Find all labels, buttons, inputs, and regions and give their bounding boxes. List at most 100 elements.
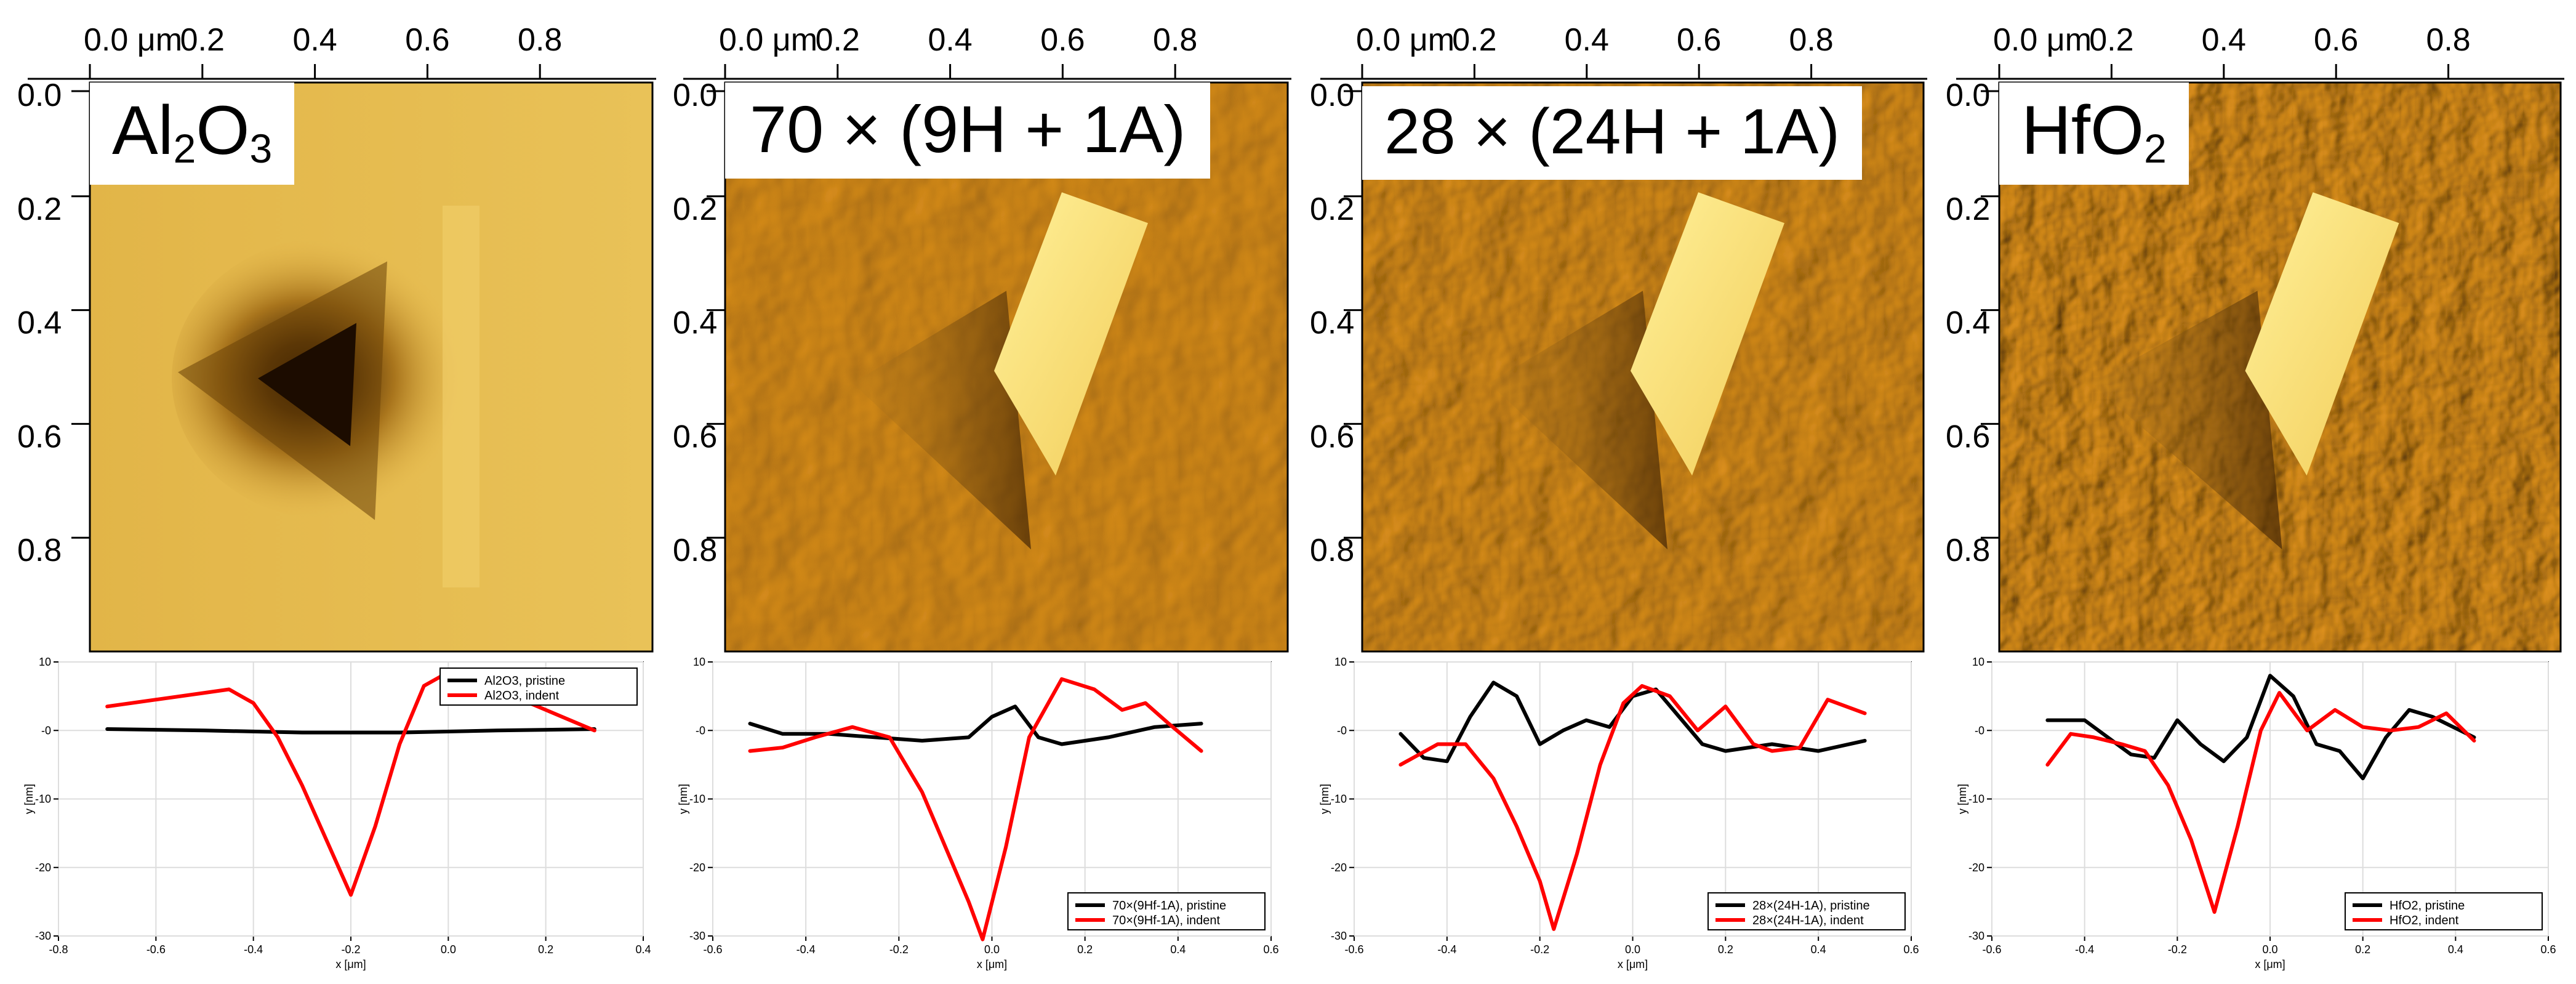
top-tick-label: 0.0 μm	[84, 22, 182, 58]
x-tick-label: -0.4	[796, 943, 816, 956]
indent-bright-face	[1631, 192, 1784, 476]
x-axis-label: x [μm]	[977, 958, 1007, 970]
series-pristine-line	[2045, 674, 2476, 781]
x-tick-label: -0.6	[146, 943, 166, 956]
x-tick-label: -0.2	[889, 943, 909, 956]
legend-label: Al2O3, indent	[484, 689, 560, 703]
y-axis-label: y [nm]	[677, 784, 689, 814]
top-tick-label: 0.0 μm	[1993, 22, 2092, 58]
y-tick-label: -20	[35, 861, 51, 874]
y-tick-label: -10	[35, 793, 51, 805]
x-tick-label: -0.6	[1344, 943, 1363, 956]
left-tick-label: 0.8	[1310, 533, 1354, 568]
panel-label-al2o3: Al2O3	[90, 83, 295, 185]
x-tick-label: -0.4	[2075, 943, 2094, 956]
x-tick-label: 0.6	[1263, 943, 1278, 956]
top-tick-label: 0.4	[928, 22, 972, 58]
x-tick-label: 0.2	[1077, 943, 1093, 956]
top-tick-label: 0.2	[2089, 22, 2133, 58]
left-tick-label: 0.6	[1946, 419, 1990, 454]
y-tick-label: -30	[1331, 930, 1347, 942]
x-tick-label: 0.4	[1811, 943, 1826, 956]
top-axis-2: 0.0 μm0.2 0.4 0.6 0.8	[1320, 22, 1927, 80]
series-pristine-line	[105, 727, 596, 735]
line-chart-0: -0.8 -0.6 -0.4 -0.2 0.0 0.2 0.4 10 -0 -10 -20 -30 x …	[23, 656, 651, 970]
top-tick-label: 0.2	[816, 22, 860, 58]
top-tick-label: 0.2	[180, 22, 225, 58]
panel-label-hfo2: HfO2	[1999, 83, 2189, 185]
y-tick-label: 10	[1972, 656, 1984, 668]
indent-dark-face	[853, 291, 1031, 550]
top-axis-1: 0.0 μm0.2 0.4 0.6 0.8	[683, 22, 1291, 80]
legend-box	[1067, 892, 1266, 930]
top-tick-label: 0.0 μm	[1356, 22, 1455, 58]
line-chart-1: -0.6 -0.4 -0.2 0.0 0.2 0.4 0.6 10 -0 -10 -20 -30 x […	[677, 656, 1279, 970]
y-axis-label: y [nm]	[1956, 784, 1968, 814]
x-tick-label: -0.6	[703, 943, 722, 956]
series-indent-line	[2045, 691, 2476, 914]
x-tick-label: 0.2	[538, 943, 553, 956]
afm-frame	[1361, 81, 1925, 653]
line-chart-3: -0.6 -0.4 -0.2 0.0 0.2 0.4 0.6 10 -0 -10 -20 -30 x […	[1956, 656, 2556, 970]
y-tick-label: -20	[689, 861, 705, 874]
top-tick-label: 0.0 μm	[719, 22, 817, 58]
left-tick-label: 0.0	[673, 78, 717, 113]
legend-box	[1707, 892, 1906, 930]
y-tick-label: -30	[35, 930, 51, 942]
left-tick-label: 0.4	[17, 305, 62, 341]
left-tick-label: 0.8	[673, 533, 717, 568]
x-tick-label: -0.2	[2168, 943, 2187, 956]
y-tick-label: -10	[1331, 793, 1347, 805]
left-tick-label: 0.4	[1310, 305, 1354, 341]
indent-dark-face	[2091, 291, 2282, 550]
top-axis-3: 0.0 μm0.2 0.4 0.6 0.8	[1956, 22, 2564, 80]
top-tick-label: 0.6	[1040, 22, 1085, 58]
legend-label: 28×(24H-1A), pristine	[1752, 899, 1870, 913]
left-tick-label: 0.6	[17, 419, 62, 454]
top-tick-label: 0.4	[1565, 22, 1609, 58]
left-tick-label: 0.2	[17, 192, 62, 227]
indent-bright-face	[2245, 192, 2399, 476]
x-tick-label: 0.4	[2448, 943, 2463, 956]
left-axis-0: 0.0 0.2 0.4 0.6 0.8	[17, 78, 90, 568]
panel-label-28x-24h-1a: 28 × (24H + 1A)	[1362, 86, 1862, 180]
left-tick-label: 0.6	[1310, 419, 1354, 454]
left-tick-label: 0.0	[1310, 78, 1354, 113]
legend-label: 70×(9Hf-1A), pristine	[1112, 899, 1226, 913]
x-tick-label: 0.2	[2355, 943, 2370, 956]
y-axis-label: y [nm]	[23, 784, 35, 814]
left-tick-label: 0.4	[1946, 305, 1990, 341]
legend-label: HfO2, pristine	[2389, 899, 2465, 913]
y-tick-label: -20	[1968, 861, 1984, 874]
y-tick-label: -0	[1975, 724, 1984, 736]
top-tick-label: 0.8	[518, 22, 562, 58]
x-tick-label: -0.4	[1437, 943, 1456, 956]
legend-label: 28×(24H-1A), indent	[1752, 914, 1864, 927]
afm-panel-0	[89, 81, 654, 653]
x-tick-label: -0.6	[1982, 943, 2001, 956]
left-axis-1: 0.0 0.2 0.4 0.6 0.8	[673, 78, 725, 568]
left-tick-label: 0.2	[1946, 192, 1990, 227]
x-tick-label: -0.2	[341, 943, 360, 956]
x-tick-label: 0.6	[1903, 943, 1919, 956]
x-tick-label: 0.4	[1170, 943, 1186, 956]
indent-ridge	[443, 206, 480, 587]
x-tick-label: -0.4	[244, 943, 263, 956]
top-tick-label: 0.4	[292, 22, 337, 58]
indent-bright-face	[994, 192, 1148, 476]
series-pristine-line	[1398, 680, 1867, 764]
left-axis-2: 0.0 0.2 0.4 0.6 0.8	[1310, 78, 1362, 568]
left-tick-label: 0.4	[673, 305, 717, 341]
x-tick-label: 0.2	[1718, 943, 1733, 956]
y-tick-label: -30	[689, 930, 705, 942]
y-tick-label: 10	[693, 656, 705, 668]
left-tick-label: 0.0	[1946, 78, 1990, 113]
y-tick-label: -0	[1337, 724, 1347, 736]
legend-label: Al2O3, pristine	[484, 674, 565, 688]
top-tick-label: 0.6	[405, 22, 449, 58]
legend-label: 70×(9Hf-1A), indent	[1112, 914, 1221, 927]
x-tick-label: 0.6	[2540, 943, 2556, 956]
